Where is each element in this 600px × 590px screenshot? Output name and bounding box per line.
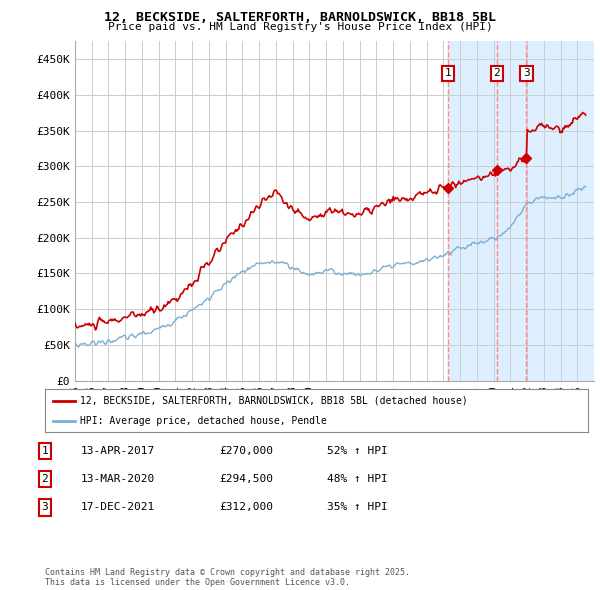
Text: 48% ↑ HPI: 48% ↑ HPI: [327, 474, 388, 484]
Text: 12, BECKSIDE, SALTERFORTH, BARNOLDSWICK, BB18 5BL (detached house): 12, BECKSIDE, SALTERFORTH, BARNOLDSWICK,…: [80, 396, 468, 406]
Text: 52% ↑ HPI: 52% ↑ HPI: [327, 447, 388, 456]
Text: Price paid vs. HM Land Registry's House Price Index (HPI): Price paid vs. HM Land Registry's House …: [107, 22, 493, 32]
Text: £294,500: £294,500: [219, 474, 273, 484]
Text: 2: 2: [494, 68, 500, 78]
Text: £312,000: £312,000: [219, 503, 273, 512]
Text: 3: 3: [41, 503, 49, 512]
Text: 13-MAR-2020: 13-MAR-2020: [81, 474, 155, 484]
Text: Contains HM Land Registry data © Crown copyright and database right 2025.
This d: Contains HM Land Registry data © Crown c…: [45, 568, 410, 587]
Text: 17-DEC-2021: 17-DEC-2021: [81, 503, 155, 512]
Bar: [448, 41, 594, 381]
Text: 1: 1: [445, 68, 451, 78]
Text: 35% ↑ HPI: 35% ↑ HPI: [327, 503, 388, 512]
Text: 13-APR-2017: 13-APR-2017: [81, 447, 155, 456]
Text: 12, BECKSIDE, SALTERFORTH, BARNOLDSWICK, BB18 5BL: 12, BECKSIDE, SALTERFORTH, BARNOLDSWICK,…: [104, 11, 496, 24]
Text: HPI: Average price, detached house, Pendle: HPI: Average price, detached house, Pend…: [80, 417, 327, 426]
Text: 3: 3: [523, 68, 530, 78]
Text: 2: 2: [41, 474, 49, 484]
Text: 1: 1: [41, 447, 49, 456]
Text: £270,000: £270,000: [219, 447, 273, 456]
